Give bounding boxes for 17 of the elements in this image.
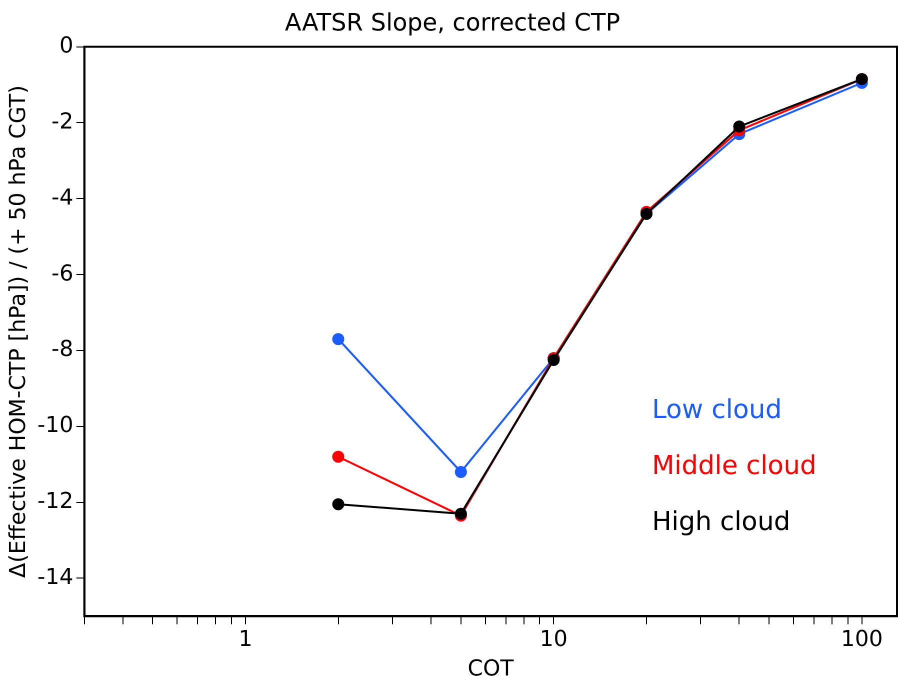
chart-title: AATSR Slope, corrected CTP	[284, 8, 620, 37]
y-tick-label: -12	[37, 489, 74, 514]
text: Low cloud	[652, 394, 782, 425]
x-tick-label: 10	[540, 627, 568, 652]
x-tick-label: 1	[238, 627, 252, 652]
text: High cloud	[652, 506, 790, 537]
y-axis-title: Δ(Effective HOM-CTP [hPa]) / (+ 50 hPa CGT)	[6, 85, 31, 578]
y-tick-label: -10	[37, 413, 74, 438]
y-tick-label: 0	[59, 34, 74, 59]
y-tick-label: -8	[51, 337, 74, 362]
y-tick-label: -2	[51, 109, 74, 134]
y-tick-label: -6	[51, 261, 74, 286]
y-tick-label: -14	[37, 564, 74, 590]
x-axis-title: COT	[468, 656, 514, 682]
text: Middle cloud	[652, 450, 817, 481]
x-tick-label: 100	[840, 627, 883, 652]
y-tick-label: -4	[51, 185, 74, 210]
